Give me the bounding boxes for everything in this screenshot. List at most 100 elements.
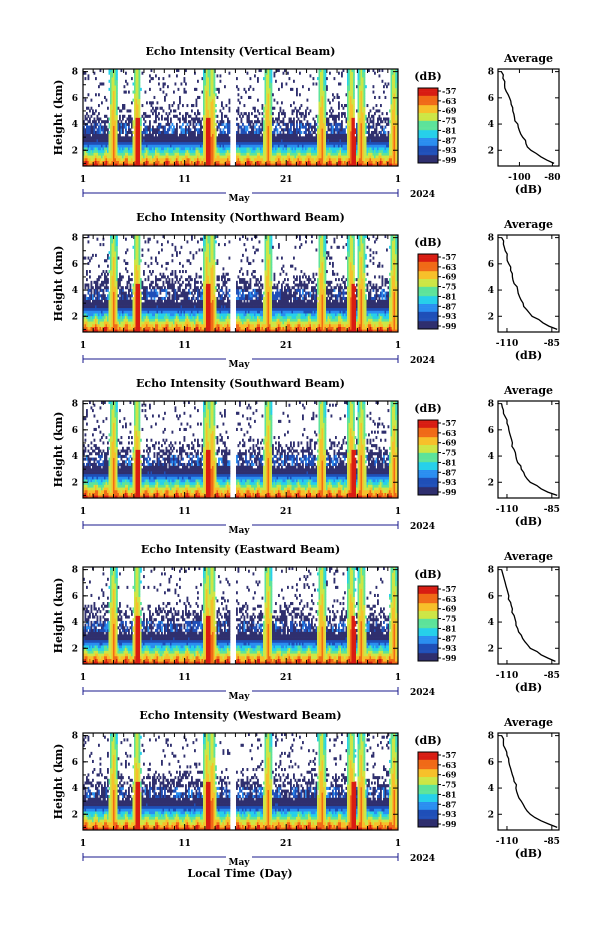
heatmap-cell [140,88,142,91]
heatmap-cell [139,115,141,118]
heatmap-cell [229,161,231,164]
heatmap-cell [103,243,105,246]
heatmap-cell [314,131,316,134]
heatmap-cell [302,123,304,126]
heatmap-cell [190,115,192,118]
heatmap-cell [340,82,342,85]
heatmap-cell [98,120,100,123]
heatmap-cell [179,118,181,121]
heatmap-cell [325,72,327,75]
heatmap-cell [379,115,381,118]
heatmap-cell [331,107,333,110]
heatmap-cell [196,101,198,104]
heatmap-cell [353,96,355,99]
heatmap-cell [221,104,223,107]
heatmap-cell [382,80,384,83]
heatmap-cell [338,104,340,107]
heatmap-cell [92,254,94,257]
heatmap-cell [89,109,91,112]
heatmap-cell [103,82,105,85]
heatmap-cell [287,126,289,129]
heatmap-cell [254,126,256,129]
heatmap-cell [331,112,333,115]
heatmap-cell [229,128,231,131]
heatmap-cell [308,112,310,115]
heatmap-cell [185,118,187,121]
heatmap-cell [149,88,151,91]
heatmap-cell [281,85,283,88]
heatmap-cell [298,109,300,112]
heatmap-cell [122,128,124,131]
heatmap-cell [353,88,355,91]
heatmap-cell [173,91,175,94]
heatmap-cell [376,131,378,134]
heatmap-cell [88,292,90,295]
heatmap-cell [253,88,255,91]
heatmap-cell [107,278,109,281]
heatmap-cell [280,131,282,134]
heatmap-cell [86,112,88,115]
heatmap-cell [325,101,327,104]
heatmap-cell [92,109,94,112]
heatmap-cell [131,101,133,104]
heatmap-cell [353,74,355,77]
heatmap-cell [224,85,226,88]
heatmap-cell [245,112,247,115]
heatmap-cell [385,120,387,123]
heatmap-cell [229,153,231,156]
average-y-tick-label: 2 [488,146,494,156]
heatmap-cell [283,131,285,134]
heatmap-cell [271,101,273,104]
heatmap-cell [376,104,378,107]
heatmap-cell [97,281,99,284]
heatmap-cell [145,112,147,115]
colorbar-unit: (dB) [414,70,441,83]
heatmap-cell [139,99,141,102]
panel-row: Echo Intensity (Northward Beam)24681 11 21… [52,211,560,370]
heatmap-cell [259,126,261,129]
heatmap-cell [106,126,108,129]
heatmap-cell [329,72,331,75]
heatmap-cell [145,120,147,123]
heatmap-cell [238,88,240,91]
heatmap-cell [220,80,222,83]
heatmap-cell [380,131,382,134]
heatmap-cell [223,123,225,126]
heatmap-cell [257,80,259,83]
heatmap-cell [92,286,94,289]
colorbar-tick-label: -87 [442,135,456,145]
colorbar-tick-label: -93 [442,145,457,155]
heatmap-cell [368,115,370,118]
heatmap-cell [238,107,240,110]
heatmap-cell [176,123,178,126]
heatmap-cell [167,131,169,134]
heatmap-cell [272,93,274,96]
heatmap-cell [229,120,231,123]
heatmap-cell [190,123,192,126]
heatmap-cell [164,82,166,85]
heatmap-cell [353,80,355,83]
heatmap-cell [155,134,157,137]
heatmap-cell [329,109,331,112]
heatmap-cell [313,77,315,80]
heatmap-cell [283,120,285,123]
heatmap-cell [296,126,298,129]
heatmap-cell [139,104,141,107]
heatmap-cell [91,123,93,126]
heatmap-cell [305,112,307,115]
heatmap-cell [373,91,375,94]
heatmap-cell [214,91,216,94]
heatmap-cell [100,131,102,134]
heatmap-cell [149,126,151,129]
heatmap-cell [353,107,355,110]
average-y-tick-label: 4 [488,120,494,130]
heatmap-cell [386,112,388,115]
heatmap-cell [374,112,376,115]
heatmap-cell [158,118,160,121]
heatmap-cell [95,109,97,112]
heatmap-cell [146,101,148,104]
y-tick-label: 8 [72,68,78,78]
heatmap-cell [86,278,88,281]
heatmap-cell [227,134,229,137]
heatmap-cell [298,118,300,121]
